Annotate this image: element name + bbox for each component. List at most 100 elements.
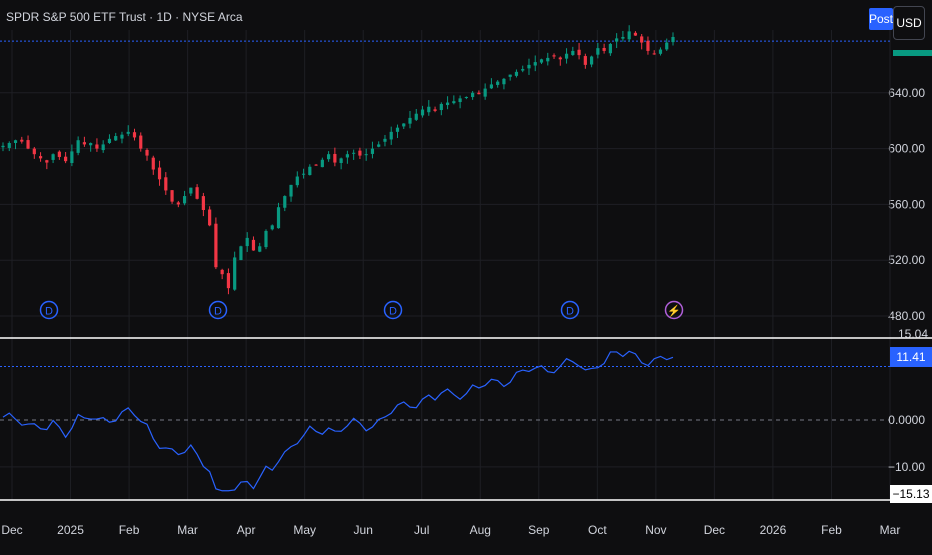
- candle-body: [308, 166, 312, 176]
- x-tick-label: Oct: [588, 523, 607, 537]
- osc-y-tick-label: −10.00: [888, 460, 925, 474]
- dividend-marker: [39, 300, 59, 320]
- candle-body: [45, 160, 49, 163]
- candle-body: [640, 36, 644, 43]
- candle-body: [339, 158, 343, 163]
- candle-body: [157, 167, 162, 180]
- candle-body: [464, 96, 468, 98]
- candle-body: [226, 273, 231, 289]
- y-tick-label: 480.00: [888, 309, 925, 323]
- candle-body: [64, 156, 68, 162]
- candle-body: [38, 156, 43, 159]
- candle-body: [13, 140, 18, 143]
- oscillator-lower-label: −15.13: [890, 485, 932, 503]
- candle-body: [596, 48, 600, 55]
- candle-body: [402, 123, 406, 127]
- candle-body: [439, 103, 443, 111]
- candle-body: [189, 187, 193, 194]
- candle-body: [283, 196, 287, 208]
- candle-body: [564, 53, 569, 59]
- x-tick-label: 2025: [57, 523, 84, 537]
- candle-body: [433, 109, 437, 111]
- candle-body: [539, 59, 544, 63]
- price-badge: [893, 50, 932, 56]
- candle-body: [239, 246, 243, 261]
- candle-body: [589, 56, 594, 65]
- dividend-marker: [383, 300, 403, 320]
- candle-body: [132, 132, 137, 138]
- candle-body: [7, 143, 11, 148]
- dividend-marker: [560, 300, 580, 320]
- candle-body: [95, 144, 99, 149]
- candle-body: [395, 127, 400, 132]
- candle-body: [489, 84, 494, 89]
- candle-body: [320, 159, 324, 168]
- chart-title: SPDR S&P 500 ETF Trust · 1D · NYSE Arca: [6, 10, 243, 24]
- candle-body: [214, 223, 218, 268]
- candle-body: [514, 71, 519, 76]
- post-button[interactable]: Post: [869, 8, 893, 30]
- dividend-marker-label: D: [389, 306, 397, 318]
- candle-body: [527, 64, 531, 69]
- x-tick-label: May: [293, 523, 316, 537]
- candle-body: [26, 140, 30, 149]
- y-tick-label: 640.00: [888, 86, 925, 100]
- oscillator-current-value: 11.41: [890, 347, 932, 367]
- candle-body: [126, 131, 130, 134]
- candle-body: [621, 36, 625, 39]
- candle-body: [270, 225, 274, 230]
- candle-body: [1, 145, 5, 148]
- y-tick-label: 560.00: [888, 197, 925, 211]
- candle-body: [445, 102, 450, 106]
- x-tick-label: Mar: [177, 523, 198, 537]
- candle-body: [521, 69, 525, 71]
- candle-body: [201, 196, 205, 210]
- candle-body: [233, 257, 237, 290]
- candle-body: [314, 164, 318, 166]
- candle-body: [176, 202, 180, 205]
- candle-body: [51, 154, 55, 160]
- x-tick-label: Sep: [528, 523, 550, 537]
- x-tick-label: Dec: [1, 523, 22, 537]
- candle-body: [327, 154, 331, 160]
- candle-body: [627, 31, 631, 40]
- candle-body: [301, 173, 306, 175]
- y-tick-label: 520.00: [888, 253, 925, 267]
- oscillator-line: [2, 350, 674, 492]
- currency-button[interactable]: USD: [893, 6, 925, 40]
- candle-body: [251, 239, 256, 251]
- candle-body: [502, 78, 506, 85]
- candle-body: [264, 230, 268, 248]
- candle-body: [583, 56, 587, 65]
- x-tick-label: Feb: [119, 523, 140, 537]
- candle-body: [577, 49, 581, 56]
- x-tick-label: Nov: [645, 523, 666, 537]
- candle-body: [608, 43, 612, 54]
- candle-body: [258, 246, 262, 252]
- candle-body: [471, 92, 475, 98]
- candle-body: [289, 184, 293, 197]
- candle-body: [427, 106, 431, 113]
- candle-body: [477, 92, 481, 95]
- candle-body: [182, 196, 187, 204]
- candle-body: [164, 177, 168, 191]
- candle-body: [107, 138, 112, 143]
- candle-body: [120, 134, 124, 139]
- candle-body: [364, 154, 368, 156]
- dividend-marker: [208, 300, 228, 320]
- candle-body: [665, 42, 669, 50]
- candle-body: [508, 74, 512, 77]
- candle-body: [615, 38, 619, 42]
- candle-body: [420, 109, 425, 116]
- candle-body: [170, 190, 174, 202]
- candle-body: [333, 153, 337, 163]
- earnings-marker-label: ⚡: [667, 305, 681, 318]
- candle-body: [32, 148, 36, 155]
- candle-body: [483, 88, 487, 97]
- candle-body: [458, 98, 462, 103]
- candle-body: [602, 47, 606, 51]
- dividend-marker-label: D: [214, 306, 222, 318]
- candle-body: [195, 187, 199, 199]
- candle-body: [533, 62, 537, 66]
